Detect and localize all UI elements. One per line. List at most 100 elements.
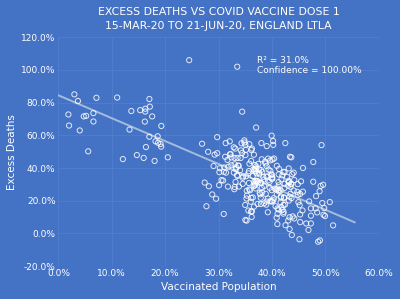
- Point: [225, 184, 231, 189]
- Point: [236, 164, 242, 168]
- Point: [288, 182, 294, 187]
- Point: [270, 196, 277, 201]
- Point: [284, 174, 290, 179]
- Point: [280, 170, 287, 174]
- Point: [275, 180, 282, 184]
- Point: [276, 172, 282, 177]
- Point: [281, 185, 288, 190]
- Point: [221, 165, 228, 170]
- Point: [295, 200, 302, 205]
- Point: [251, 180, 257, 184]
- Point: [140, 155, 147, 160]
- Point: [154, 134, 161, 139]
- Point: [320, 212, 327, 217]
- Point: [277, 200, 284, 205]
- Point: [308, 213, 314, 218]
- Point: [146, 97, 152, 101]
- Point: [211, 152, 218, 157]
- Point: [233, 165, 240, 170]
- Point: [270, 138, 276, 143]
- Point: [240, 174, 246, 179]
- Point: [238, 141, 245, 146]
- Point: [314, 210, 320, 215]
- Point: [243, 174, 249, 179]
- Point: [322, 214, 328, 219]
- Point: [236, 184, 242, 189]
- Point: [290, 214, 296, 219]
- Point: [252, 179, 259, 183]
- Point: [312, 206, 319, 211]
- Point: [226, 139, 233, 144]
- Point: [288, 181, 294, 186]
- Point: [85, 149, 91, 154]
- Point: [263, 202, 270, 207]
- Point: [261, 201, 267, 206]
- Point: [234, 155, 241, 160]
- Point: [280, 211, 286, 216]
- Point: [268, 133, 275, 138]
- Point: [128, 109, 134, 113]
- Point: [254, 171, 260, 176]
- Point: [290, 170, 297, 175]
- Point: [71, 92, 78, 97]
- Point: [258, 181, 264, 185]
- Point: [294, 182, 301, 187]
- Point: [217, 166, 223, 171]
- Point: [65, 112, 72, 117]
- Point: [320, 182, 326, 187]
- Point: [232, 184, 238, 189]
- Point: [251, 152, 257, 157]
- Point: [267, 199, 274, 204]
- Point: [157, 142, 164, 147]
- Point: [259, 190, 266, 195]
- Point: [252, 181, 258, 186]
- Point: [90, 119, 97, 124]
- Point: [203, 204, 210, 209]
- Point: [298, 179, 304, 184]
- Point: [251, 204, 257, 209]
- Point: [264, 144, 270, 149]
- Point: [296, 237, 303, 242]
- Point: [276, 167, 282, 171]
- Point: [246, 169, 252, 173]
- Point: [288, 196, 295, 201]
- Point: [246, 161, 253, 166]
- Point: [243, 196, 250, 201]
- Point: [80, 114, 87, 119]
- Point: [248, 199, 254, 204]
- Point: [228, 155, 234, 160]
- Point: [255, 180, 261, 185]
- Point: [286, 215, 293, 220]
- Point: [258, 141, 264, 146]
- Point: [274, 192, 280, 197]
- Point: [152, 139, 159, 144]
- Point: [265, 156, 271, 161]
- Point: [230, 145, 237, 150]
- Point: [285, 218, 292, 223]
- Point: [251, 183, 258, 188]
- Point: [300, 166, 306, 170]
- Point: [286, 194, 293, 199]
- Point: [232, 179, 239, 184]
- Point: [216, 183, 222, 187]
- Title: EXCESS DEATHS VS COVID VACCINE DOSE 1
15-MAR-20 TO 21-JUN-20, ENGLAND LTLA: EXCESS DEATHS VS COVID VACCINE DOSE 1 15…: [98, 7, 340, 31]
- Point: [242, 153, 249, 158]
- Point: [270, 198, 276, 203]
- Point: [234, 173, 240, 178]
- Point: [276, 183, 282, 188]
- Point: [249, 209, 255, 214]
- Point: [319, 201, 326, 205]
- Point: [262, 191, 269, 196]
- Point: [228, 152, 234, 156]
- Point: [267, 168, 274, 173]
- Point: [287, 191, 294, 196]
- Point: [275, 207, 282, 212]
- Point: [158, 144, 164, 149]
- Point: [241, 138, 248, 143]
- Point: [286, 227, 293, 231]
- Point: [310, 160, 316, 164]
- Point: [146, 134, 152, 139]
- Point: [256, 172, 263, 177]
- Point: [220, 212, 227, 216]
- Point: [66, 123, 72, 128]
